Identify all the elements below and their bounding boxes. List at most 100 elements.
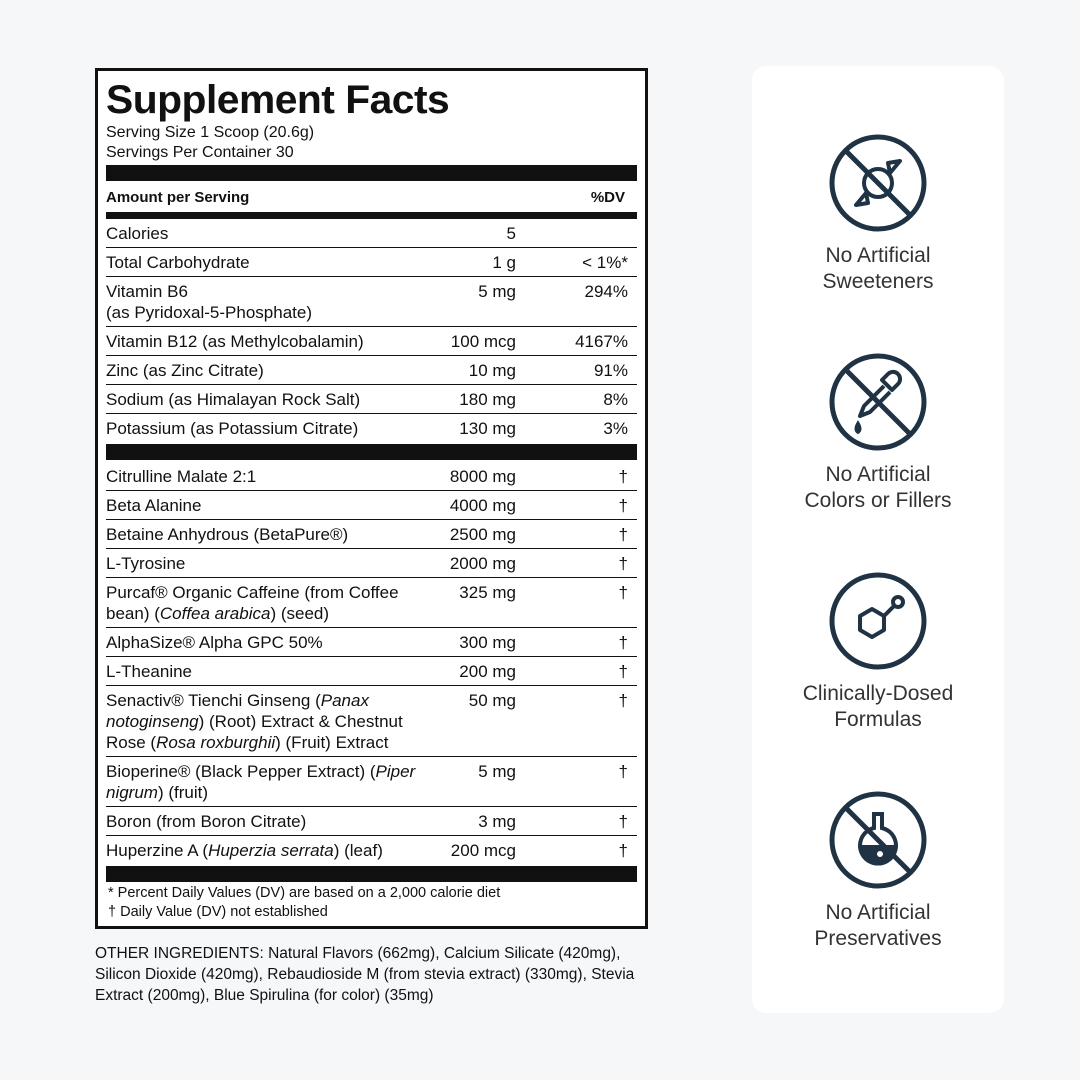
name: Total Carbohydrate [106,252,426,273]
name-part: Betaine Anhydrous (BetaPure®) [106,525,349,544]
name-part: ) (Fruit) Extract [275,733,389,752]
dv: † [618,583,628,602]
name-part: Beta Alanine [106,496,202,515]
dv: 8% [603,390,628,409]
feature-label: Clinically-Dosed Formulas [752,681,1004,733]
amount: 10 mg [468,361,516,380]
feature-label: No Artificial Sweeteners [752,243,1004,295]
dv [516,223,636,244]
row: Sodium (as Himalayan Rock Salt) 180 mg 8% [106,385,637,414]
name-part: Vitamin B12 (as Methylcobalamin) [106,332,364,351]
name-part: Calories [106,224,169,243]
feature-line: Clinically-Dosed [802,682,954,705]
name-part: Bioperine® (Black Pepper Extract) ( [106,762,376,781]
dv: 294% [584,282,628,301]
row: Purcaf® Organic Caffeine (from Coffee be… [106,578,637,628]
amount: 4000 mg [449,496,516,515]
dv-header: %DV [590,189,625,206]
name-part: Citrulline Malate 2:1 [106,467,257,486]
name: Betaine Anhydrous (BetaPure®) [106,524,426,545]
feature-line: No Artificial [825,901,931,924]
dv: † [618,841,628,860]
name-part: ) (fruit) [157,783,209,802]
feature-line: Formulas [834,708,922,731]
name: L-Tyrosine [106,553,426,574]
name-part: Panax notoginseng [106,691,369,731]
icon-no-sweeteners [829,134,927,232]
amount: 1 g [492,253,516,272]
name-part: ) (Root) Extract & Chestnut Rose ( [106,712,403,752]
ingredient-rows: Citrulline Malate 2:1 8000 mg † Beta Alanin… [106,462,637,864]
name: Zinc (as Zinc Citrate) [106,360,426,381]
name-part: Boron (from Boron Citrate) [106,812,307,831]
name-part: L-Tyrosine [106,554,186,573]
name-part: Senactiv® Tienchi Ginseng ( [106,691,321,710]
row: Beta Alanine 4000 mg † [106,491,637,520]
name-part: Total Carbohydrate [106,253,250,272]
name-part: Purcaf® Organic Caffeine (from Coffee be… [106,583,399,623]
name-part: Rosa roxburghii [156,733,276,752]
bar [106,866,637,882]
amount: 200 mcg [450,841,516,860]
icon-clinically-dosed [829,572,927,670]
name: Boron (from Boron Citrate) [106,811,426,832]
name-part: Piper nigrum [106,762,416,802]
row: Vitamin B6 (as Pyridoxal-5-Phosphate) 5 mg… [106,277,637,327]
row: Total Carbohydrate 1 g < 1%* [106,248,637,277]
amount-header: Amount per Serving [106,189,250,206]
name-part: Potassium (as Potassium Citrate) [106,419,359,438]
title: Supplement Facts [106,78,450,122]
amount: 130 mg [459,419,516,438]
name: Calories [106,223,426,244]
dv: † [618,691,628,710]
footnote: * Percent Daily Values (DV) are based on… [108,885,501,901]
servings: Servings Per Container 30 [106,144,294,161]
name-sub: (as Pyridoxal-5-Phosphate) [106,303,312,322]
footnote: † Daily Value (DV) not established [108,904,328,920]
name: Purcaf® Organic Caffeine (from Coffee be… [106,582,426,624]
row: AlphaSize® Alpha GPC 50% 300 mg † [106,628,637,657]
dv: < 1%* [582,253,628,272]
name-part: ) (seed) [270,604,330,623]
row: L-Tyrosine 2000 mg † [106,549,637,578]
name-part: AlphaSize® Alpha GPC 50% [106,633,323,652]
name: Bioperine® (Black Pepper Extract) (Piper… [106,761,426,803]
dv: † [618,554,628,573]
dv: † [618,662,628,681]
name-part: ) (leaf) [333,841,383,860]
amount: 3 mg [478,812,516,831]
row: Vitamin B12 (as Methylcobalamin) 100 mcg 4… [106,327,637,356]
dv: 91% [593,361,628,380]
bar [106,444,637,460]
row: L-Theanine 200 mg † [106,657,637,686]
amount: 2000 mg [449,554,516,573]
icon-no-colors [829,353,927,451]
row: Bioperine® (Black Pepper Extract) (Piper… [106,757,637,807]
row: Citrulline Malate 2:1 8000 mg † [106,462,637,491]
row: Huperzine A (Huperzia serrata) (leaf) 200… [106,836,637,864]
bar [106,165,637,181]
name: Potassium (as Potassium Citrate) [106,418,426,439]
row: Calories 5 [106,219,637,248]
amount: 325 mg [459,583,516,602]
amount: 200 mg [459,662,516,681]
name: Beta Alanine [106,495,426,516]
row: Potassium (as Potassium Citrate) 130 mg 3% [106,414,637,442]
header: Amount per Serving %DV [106,183,637,212]
row: Betaine Anhydrous (BetaPure®) 2500 mg † [106,520,637,549]
dv: † [618,496,628,515]
feature-line: Colors or Fillers [804,489,952,512]
dv: 3% [603,419,628,438]
supplement-facts: Supplement Facts Serving Size 1 Scoop (2… [95,68,648,929]
name: Senactiv® Tienchi Ginseng (Panax notogin… [106,690,426,753]
feature-line: Sweeteners [822,270,934,293]
name-part: Huperzia serrata [208,841,334,860]
amount: 8000 mg [449,467,516,486]
name-part: Huperzine A ( [106,841,209,860]
amount: 5 mg [478,282,516,301]
amount: 5 [506,224,516,243]
amount: 50 mg [468,691,516,710]
amount: 2500 mg [449,525,516,544]
icon-no-preservatives [829,791,927,889]
name: Citrulline Malate 2:1 [106,466,426,487]
